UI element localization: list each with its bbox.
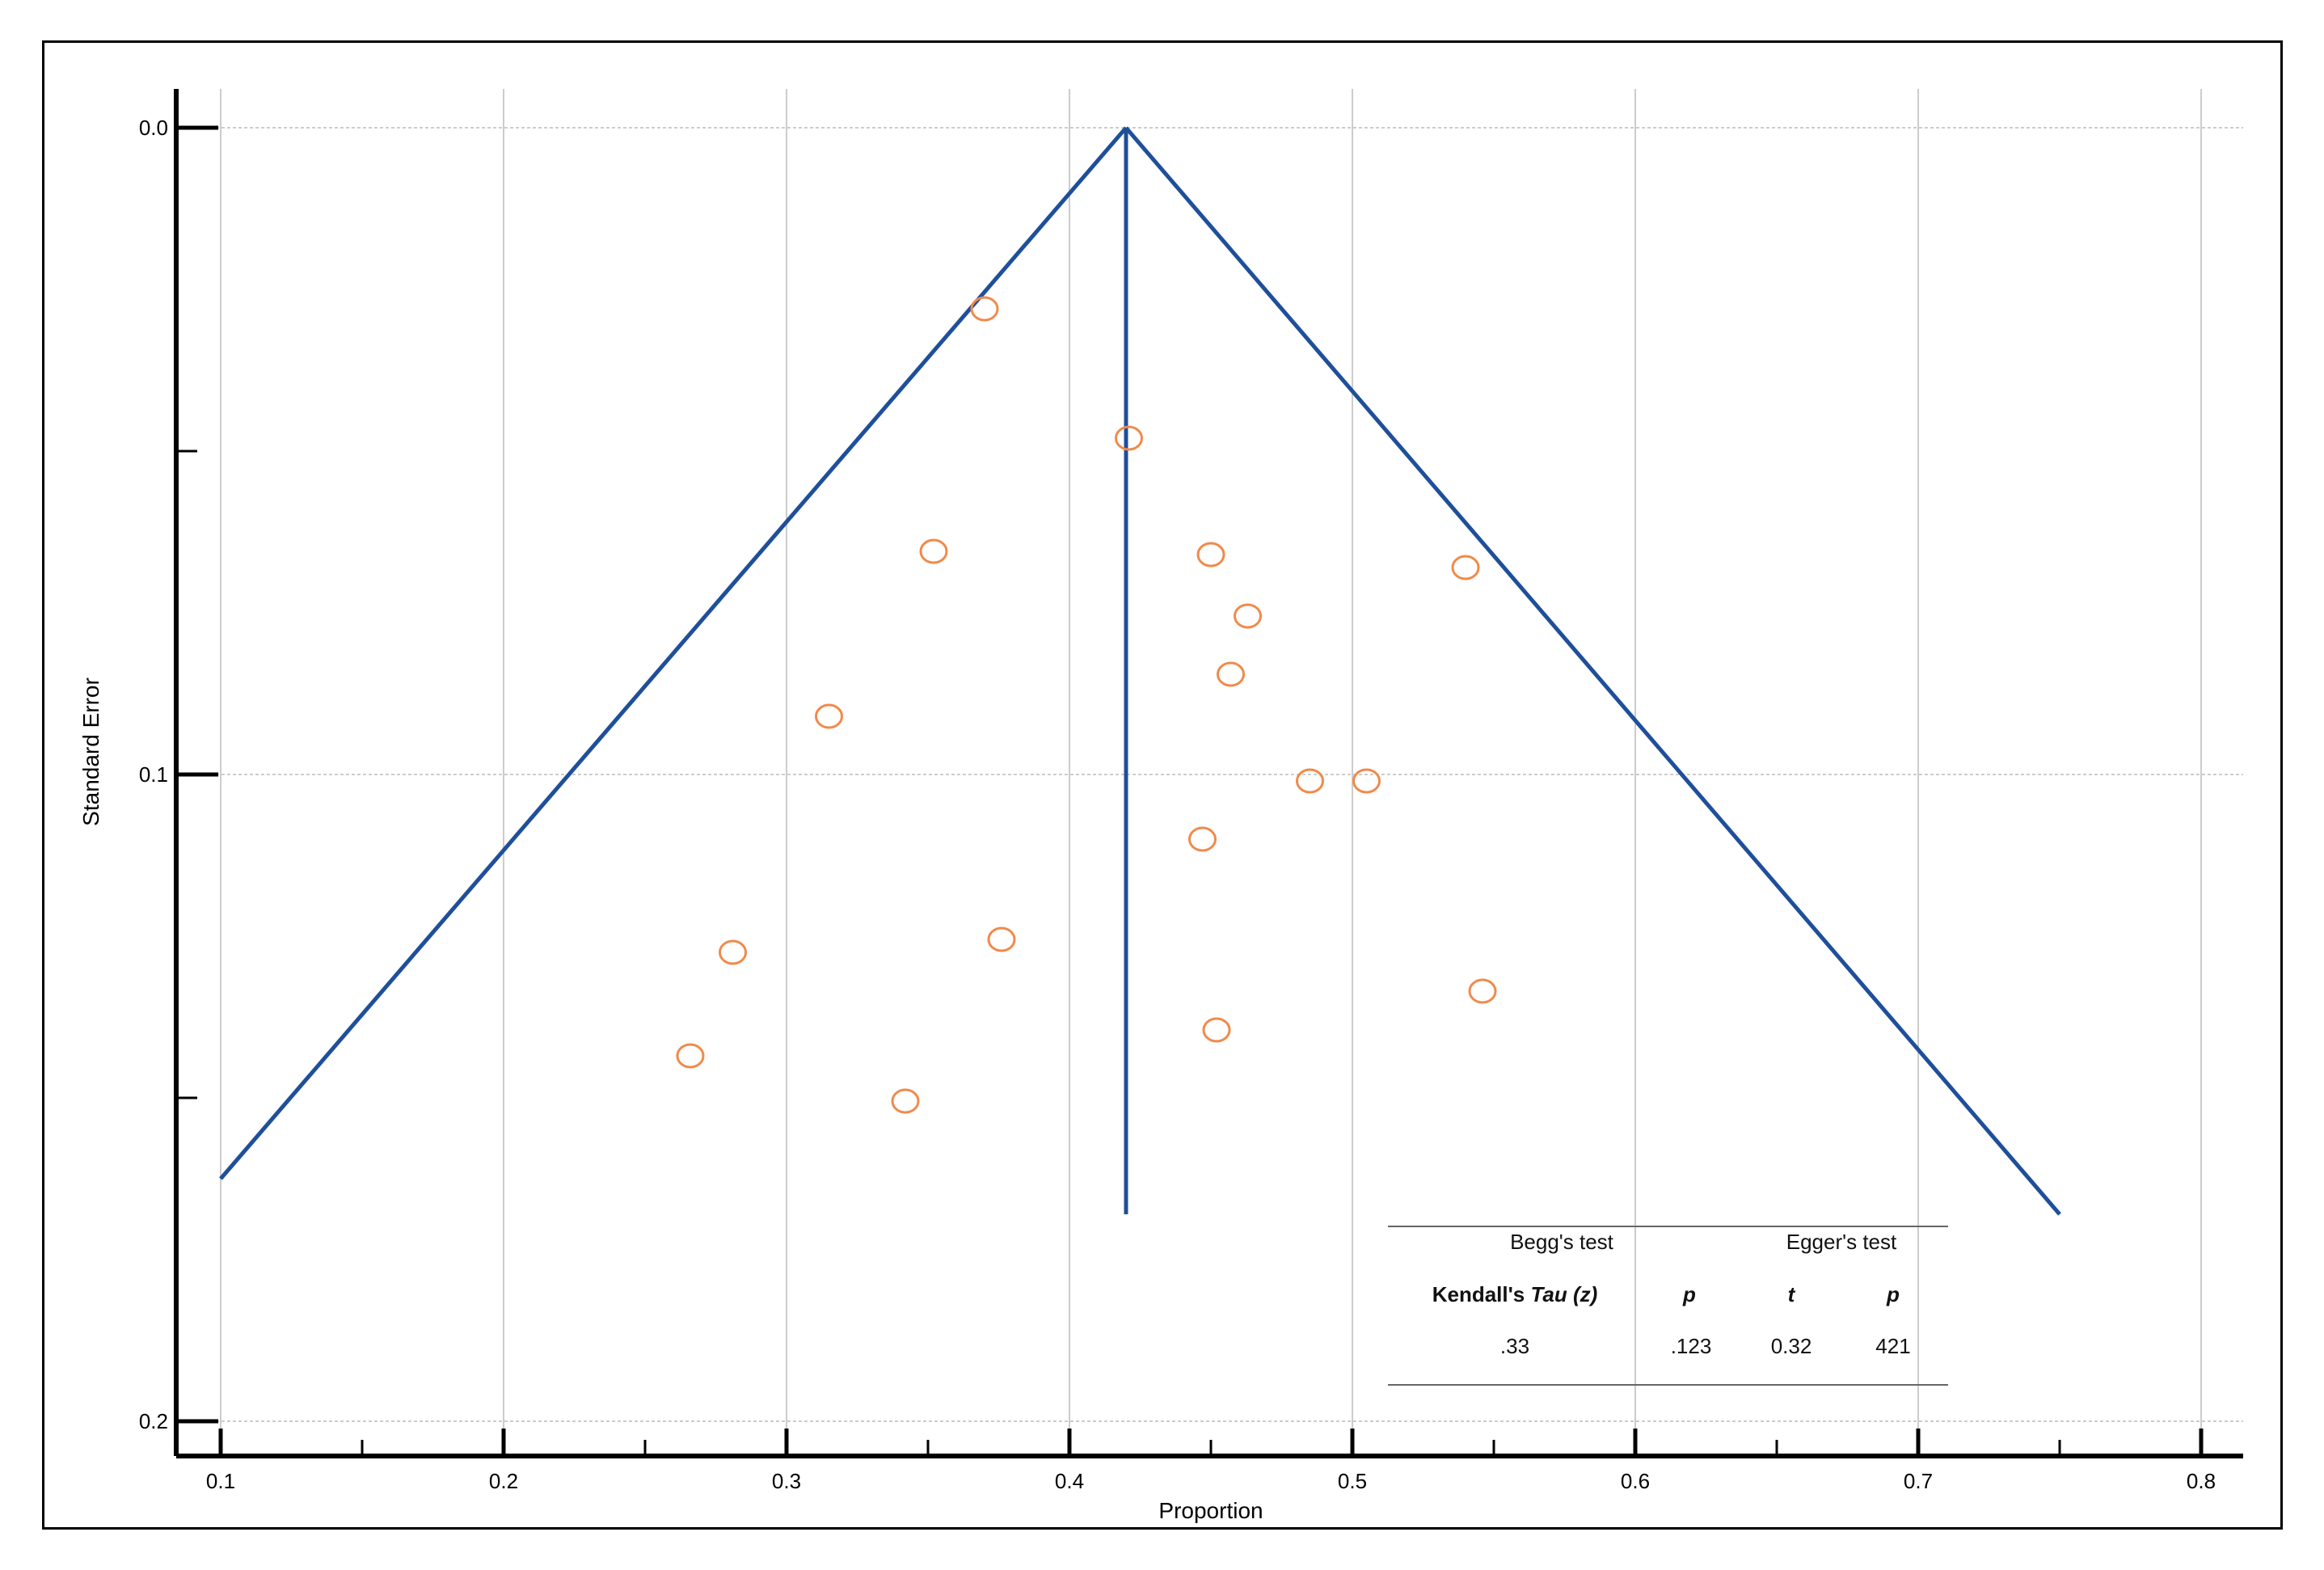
ticks: 0.1 0.2 0.3 0.4 0.5 0.6 0.7 0.8 0.0 0.1 0.2 <box>139 116 2216 1493</box>
tau-value: .33 <box>1500 1334 1529 1358</box>
egger-p-value: 421 <box>1875 1334 1910 1358</box>
begg-p-header: p <box>1682 1282 1696 1306</box>
study-point <box>1296 768 1324 794</box>
funnel-right-bound <box>1124 126 2061 1216</box>
study-point <box>815 703 843 729</box>
x-tick-label: 0.4 <box>1055 1469 1084 1493</box>
egger-t-header: t <box>1788 1282 1796 1306</box>
egger-t-value: 0.32 <box>1771 1334 1812 1358</box>
chart-frame <box>42 40 2283 1530</box>
study-points <box>676 296 1497 1114</box>
y-tick-label: 0.0 <box>139 116 168 140</box>
x-axis-title: Proportion <box>1158 1498 1263 1523</box>
study-point <box>676 1043 705 1069</box>
study-point <box>1451 555 1480 580</box>
egger-p-header: p <box>1886 1282 1900 1306</box>
study-point <box>1188 826 1217 852</box>
study-point <box>1468 978 1497 1004</box>
begg-p-value: .123 <box>1671 1334 1712 1358</box>
funnel-left-bound <box>219 126 1128 1180</box>
study-point <box>1115 425 1143 451</box>
study-point <box>1352 768 1381 794</box>
x-tick-label: 0.3 <box>772 1469 801 1493</box>
x-tick-label: 0.8 <box>2187 1469 2216 1493</box>
x-tick-label: 0.7 <box>1904 1469 1933 1493</box>
stats-table: Begg's test Egger's test Kendall's Tau (… <box>1388 1226 1948 1386</box>
axes <box>174 89 2243 1458</box>
study-point <box>919 538 948 564</box>
grid <box>176 89 2243 1456</box>
y-tick-label: 0.2 <box>139 1409 168 1433</box>
study-point <box>1202 1017 1231 1043</box>
study-point <box>719 939 747 965</box>
study-point <box>891 1088 920 1114</box>
x-tick-label: 0.5 <box>1338 1469 1367 1493</box>
x-tick-label: 0.2 <box>489 1469 518 1493</box>
study-point <box>1234 603 1262 629</box>
egger-header: Egger's test <box>1786 1230 1897 1254</box>
begg-header: Begg's test <box>1510 1230 1614 1254</box>
x-tick-label: 0.1 <box>206 1469 235 1493</box>
study-point <box>970 296 999 322</box>
funnel <box>219 126 2061 1216</box>
x-tick-label: 0.6 <box>1621 1469 1650 1493</box>
y-tick-label: 0.1 <box>139 762 168 787</box>
y-axis-title: Standard Error <box>78 677 103 826</box>
study-point <box>987 926 1016 952</box>
study-point <box>1217 661 1245 687</box>
study-point <box>1196 542 1225 568</box>
kendall-tau-header: Kendall's Tau (z) <box>1432 1282 1598 1306</box>
